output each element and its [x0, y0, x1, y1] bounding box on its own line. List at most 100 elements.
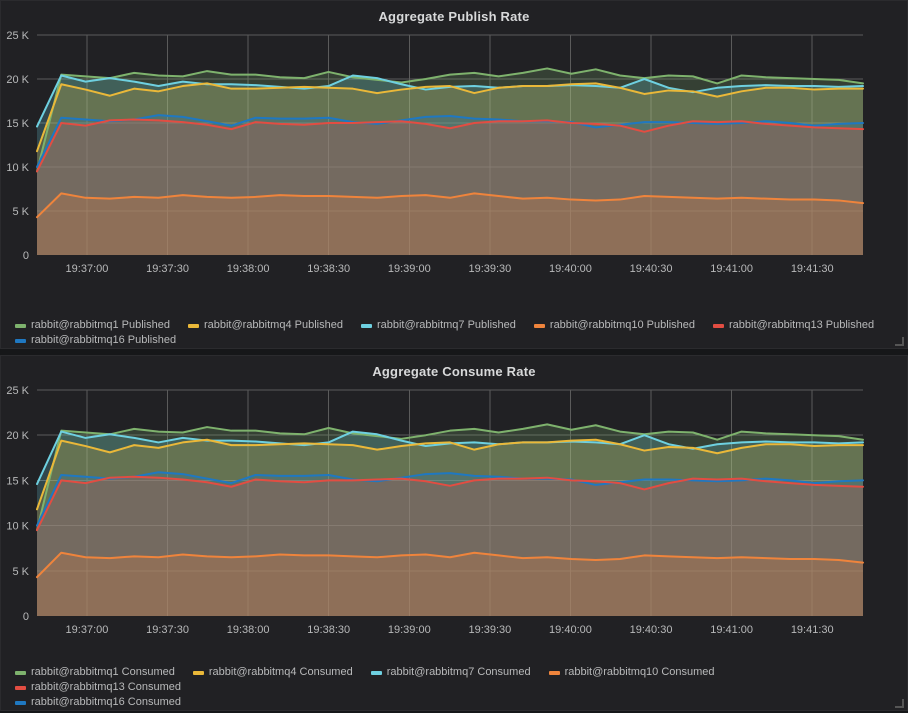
- legend-row: rabbit@rabbitmq16 Consumed: [15, 695, 907, 710]
- legend-item[interactable]: rabbit@rabbitmq13 Published: [713, 318, 874, 333]
- series-line[interactable]: [36, 67, 864, 173]
- panel-divider: [0, 349, 908, 355]
- series-area: [37, 119, 863, 255]
- x-axis-tick-label: 19:41:30: [791, 624, 834, 636]
- legend-color-swatch[interactable]: [370, 670, 382, 675]
- series-area: [37, 472, 863, 616]
- legend-item-label: rabbit@rabbitmq16 Consumed: [31, 696, 181, 708]
- legend-color-swatch[interactable]: [533, 323, 545, 328]
- y-axis-tick-label: 25 K: [6, 385, 29, 397]
- legend-color-swatch[interactable]: [15, 338, 26, 343]
- graph-area[interactable]: 0 5 K 10 K 15 K 20 K 25 K 19:37:00 19:37:30 19:3…: [1, 382, 907, 662]
- x-axis-tick-label: 19:41:00: [710, 263, 753, 275]
- legend-color-swatch[interactable]: [15, 700, 26, 705]
- legend-item[interactable]: rabbit@rabbitmq4 Consumed: [192, 665, 353, 680]
- legend-item[interactable]: rabbit@rabbitmq7 Published: [360, 318, 516, 333]
- legend-item-label: rabbit@rabbitmq13 Published: [729, 319, 875, 331]
- legend-item[interactable]: rabbit@rabbitmq10 Published: [533, 318, 695, 333]
- panel-aggregate-consume-rate[interactable]: Aggregate Consume Rate 0 5 K 10 K 15 K 20 K 2…: [0, 355, 908, 711]
- legend-color-swatch[interactable]: [15, 323, 26, 328]
- series-area: [37, 431, 863, 616]
- legend-color-swatch[interactable]: [15, 670, 26, 675]
- legend-color-swatch[interactable]: [713, 323, 724, 328]
- legend-color-swatch[interactable]: [548, 670, 560, 675]
- legend-item-label: rabbit@rabbitmq10 Consumed: [564, 666, 715, 678]
- legend-item[interactable]: rabbit@rabbitmq10 Consumed: [548, 665, 715, 680]
- series-line[interactable]: [36, 471, 864, 527]
- y-axis-tick-label: 10 K: [6, 162, 29, 174]
- legend-item-label: rabbit@rabbitmq1 Consumed: [31, 666, 175, 678]
- x-axis-tick-label: 19:40:00: [549, 263, 592, 275]
- legend: rabbit@rabbitmq1 Published rabbit@rabbitm…: [1, 315, 907, 348]
- legend-item-label: rabbit@rabbitmq16 Published: [31, 334, 177, 346]
- timeseries-chart[interactable]: 0 5 K 10 K 15 K 20 K 25 K 19:37:00 19:37:30 19:3…: [1, 27, 907, 285]
- x-axis-tick-label: 19:41:30: [791, 263, 834, 275]
- legend-color-swatch[interactable]: [360, 323, 372, 328]
- x-axis-tick-label: 19:40:30: [630, 263, 673, 275]
- x-axis-tick-label: 19:38:00: [227, 624, 270, 636]
- panel-resize-handle[interactable]: [895, 699, 904, 708]
- x-axis-tick-label: 19:38:30: [307, 624, 350, 636]
- timeseries-chart[interactable]: 0 5 K 10 K 15 K 20 K 25 K 19:37:00 19:37:30 19:3…: [1, 382, 907, 646]
- series-area: [37, 552, 863, 616]
- y-axis-tick-label: 0: [23, 250, 29, 262]
- y-axis-tick-label: 15 K: [6, 118, 29, 130]
- graph-area[interactable]: 0 5 K 10 K 15 K 20 K 25 K 19:37:00 19:37:30 19:3…: [1, 27, 907, 315]
- legend-item[interactable]: rabbit@rabbitmq16 Consumed: [15, 695, 181, 710]
- legend-row: rabbit@rabbitmq16 Published: [15, 333, 907, 348]
- x-axis-tick-label: 19:39:00: [388, 624, 431, 636]
- x-axis-tick-label: 19:38:30: [307, 263, 350, 275]
- legend-item-label: rabbit@rabbitmq10 Published: [549, 319, 695, 331]
- x-axis-tick-label: 19:39:30: [468, 263, 511, 275]
- series-line[interactable]: [36, 192, 864, 219]
- legend-item-label: rabbit@rabbitmq7 Consumed: [386, 666, 531, 678]
- legend-item-label: rabbit@rabbitmq4 Published: [203, 319, 343, 331]
- panel-title[interactable]: Aggregate Publish Rate: [378, 9, 530, 24]
- x-axis-tick-label: 19:40:00: [549, 624, 592, 636]
- y-axis-tick-label: 0: [23, 611, 29, 623]
- panel-aggregate-publish-rate[interactable]: Aggregate Publish Rate 0 5 K 10 K 15 K 20 K 2…: [0, 0, 908, 349]
- legend-item-label: rabbit@rabbitmq4 Consumed: [208, 666, 353, 678]
- series-line[interactable]: [36, 82, 864, 153]
- series-area: [37, 193, 863, 255]
- legend-color-swatch[interactable]: [15, 685, 26, 690]
- legend-item[interactable]: rabbit@rabbitmq4 Published: [187, 318, 343, 333]
- x-axis-tick-label: 19:38:00: [227, 263, 270, 275]
- legend-row: rabbit@rabbitmq1 Consumed rabbit@rabbitmq…: [15, 665, 907, 695]
- x-axis-tick-label: 19:39:30: [468, 624, 511, 636]
- x-axis-tick-label: 19:37:00: [66, 624, 109, 636]
- series-area: [37, 476, 863, 616]
- legend-row: rabbit@rabbitmq1 Published rabbit@rabbitm…: [15, 318, 907, 333]
- y-axis-tick-label: 20 K: [6, 430, 29, 442]
- legend-item[interactable]: rabbit@rabbitmq7 Consumed: [370, 665, 531, 680]
- series-area: [37, 424, 863, 616]
- panel-title[interactable]: Aggregate Consume Rate: [372, 364, 536, 379]
- legend-item-label: rabbit@rabbitmq13 Consumed: [31, 681, 181, 693]
- y-axis-tick-label: 20 K: [6, 74, 29, 86]
- x-axis-tick-label: 19:37:00: [66, 263, 109, 275]
- legend-item[interactable]: rabbit@rabbitmq1 Published: [15, 318, 170, 333]
- legend-item[interactable]: rabbit@rabbitmq13 Consumed: [15, 680, 181, 695]
- x-axis-tick-label: 19:37:30: [146, 263, 189, 275]
- series-area: [37, 115, 863, 255]
- panel-resize-handle[interactable]: [895, 337, 904, 346]
- legend-item[interactable]: rabbit@rabbitmq1 Consumed: [15, 665, 175, 680]
- series-line[interactable]: [36, 423, 864, 532]
- series-line[interactable]: [36, 551, 864, 579]
- series-line[interactable]: [36, 438, 864, 511]
- legend-item-label: rabbit@rabbitmq7 Published: [376, 319, 516, 331]
- legend-color-swatch[interactable]: [192, 670, 204, 675]
- series-line[interactable]: [36, 114, 864, 168]
- series-line[interactable]: [36, 475, 864, 532]
- y-axis-tick-label: 25 K: [6, 30, 29, 42]
- y-axis-tick-label: 5 K: [12, 566, 29, 578]
- y-axis-tick-label: 10 K: [6, 521, 29, 533]
- y-axis-tick-label: 15 K: [6, 475, 29, 487]
- y-axis-tick-label: 5 K: [12, 206, 29, 218]
- legend-item[interactable]: rabbit@rabbitmq16 Published: [15, 333, 176, 348]
- series-area: [37, 68, 863, 255]
- legend-color-swatch[interactable]: [187, 323, 199, 328]
- x-axis-tick-label: 19:41:00: [710, 624, 753, 636]
- series-line[interactable]: [36, 118, 864, 173]
